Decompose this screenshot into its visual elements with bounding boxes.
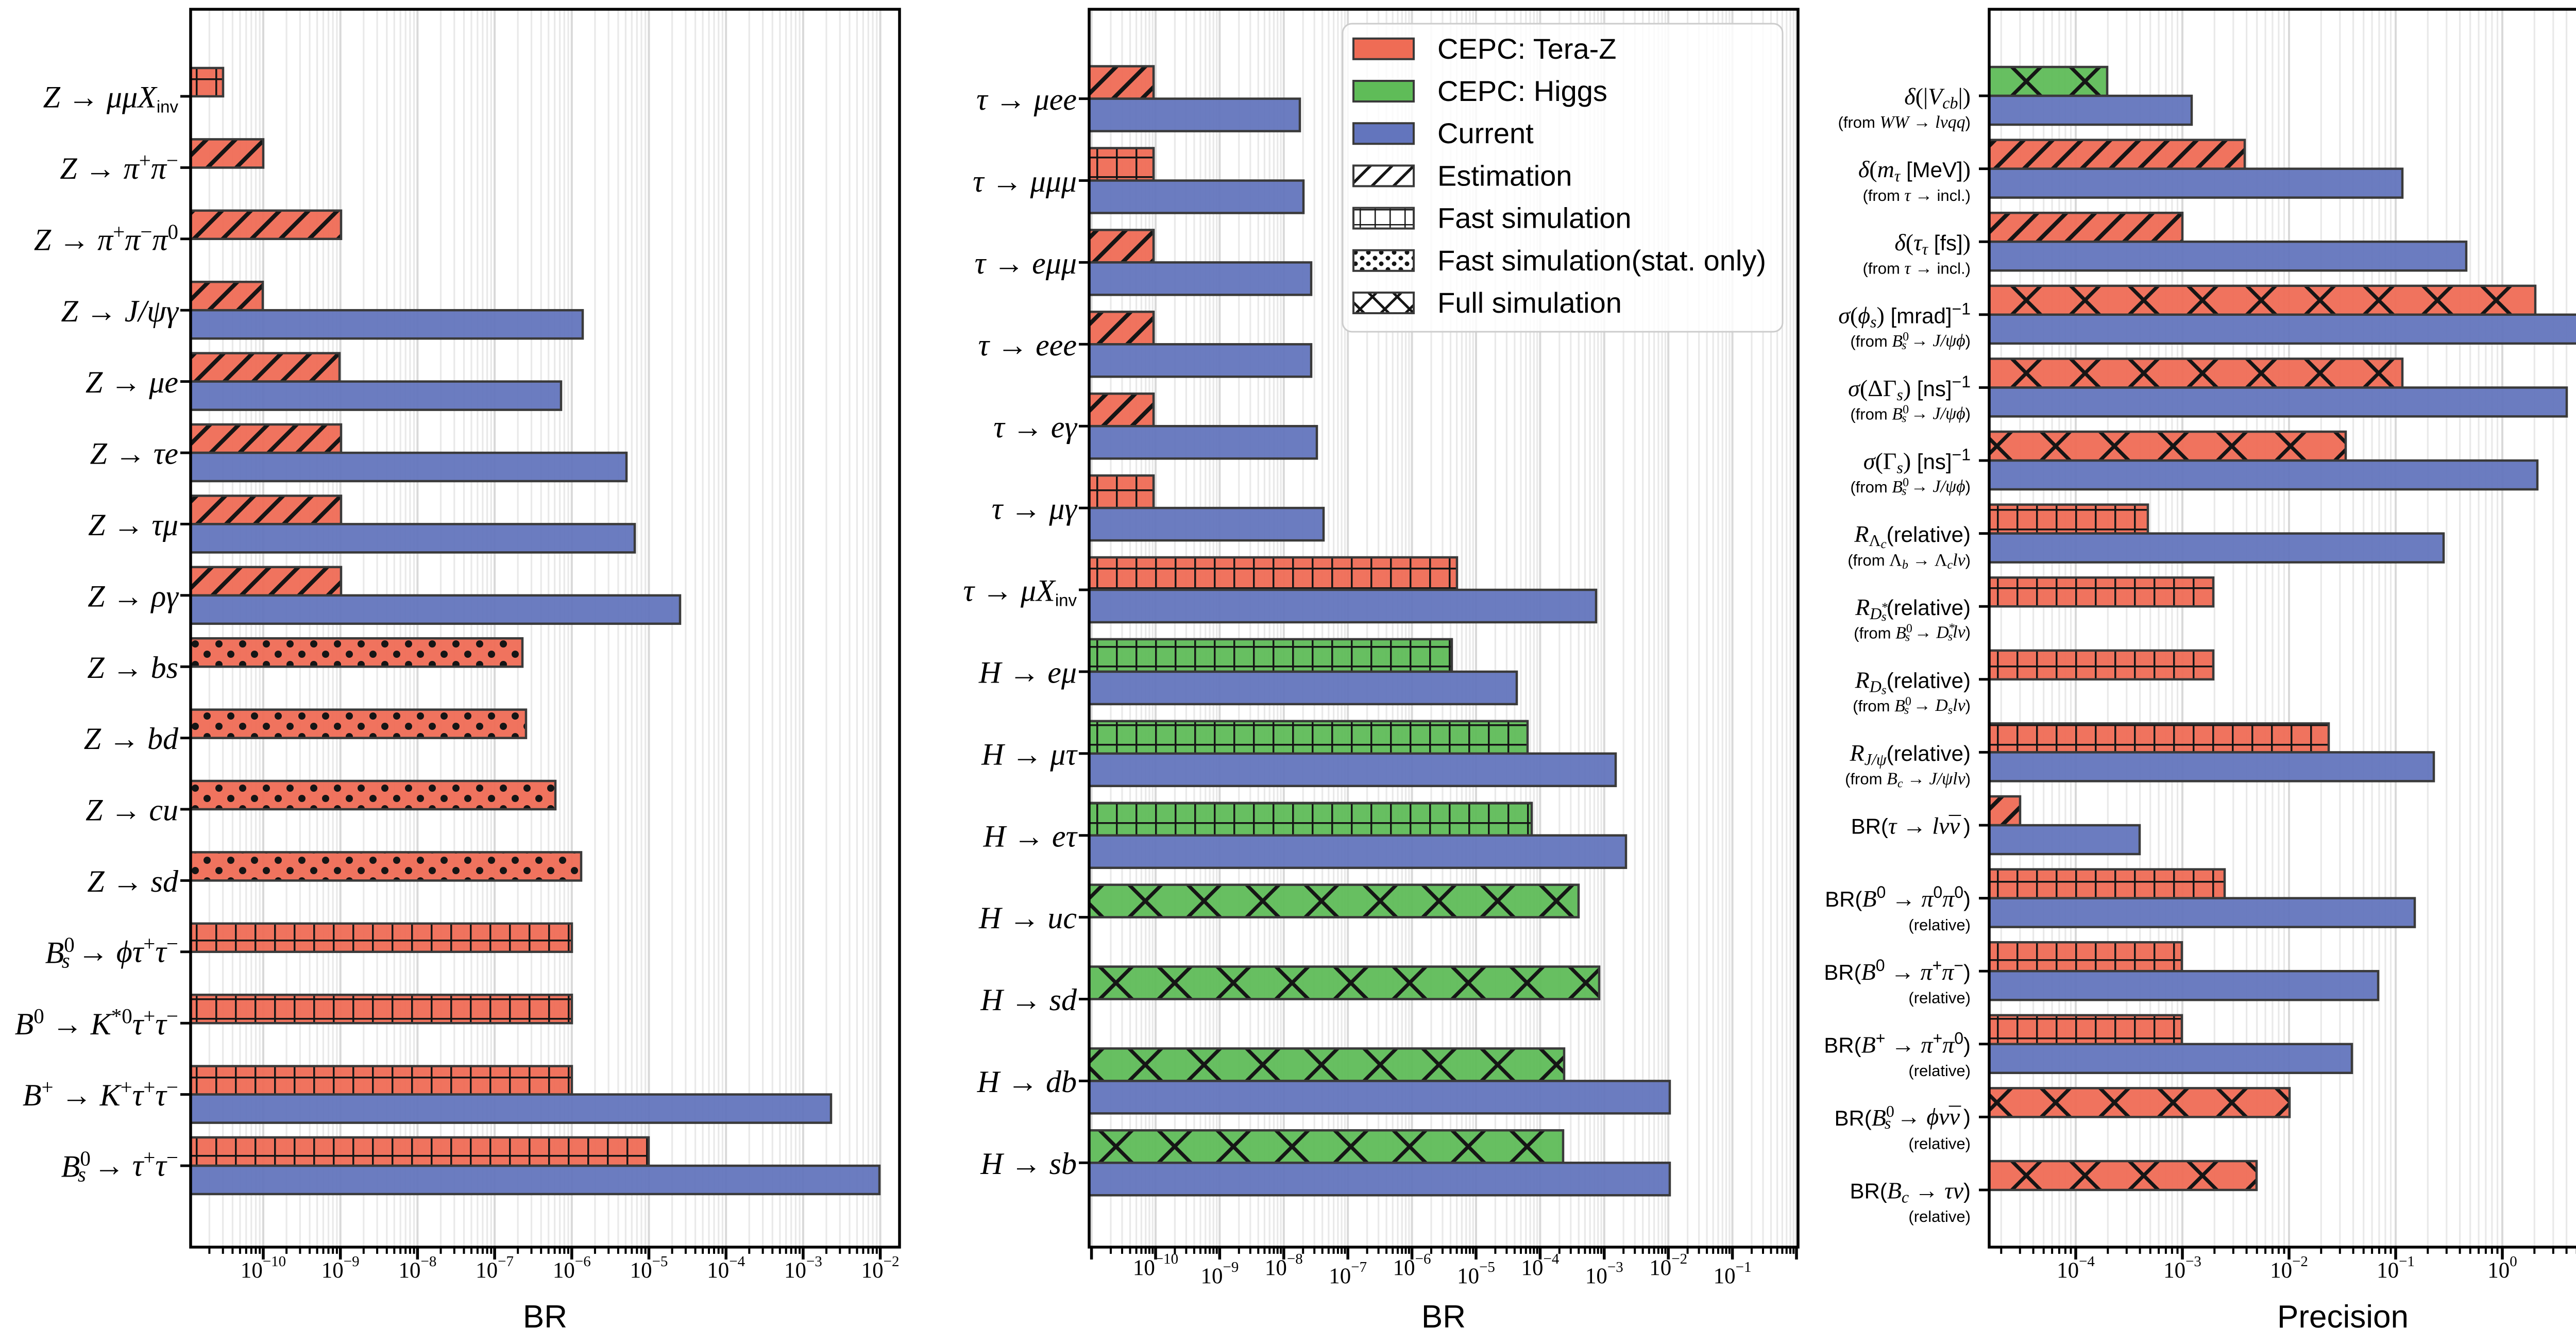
svg-text:Z → π+​π−​: Z → π+​π−​ — [60, 148, 178, 185]
svg-text:Full simulation: Full simulation — [1437, 286, 1622, 319]
svg-text:Z → π+​π−​π0​: Z → π+​π−​π0​ — [34, 219, 178, 257]
svg-text:δ(ττ​ [fs]): δ(ττ​ [fs]) — [1894, 229, 1971, 258]
svg-text:H → sb: H → sb — [980, 1147, 1077, 1181]
svg-text:RD​*s​(relative): RD​*s​(relative) — [1855, 594, 1971, 624]
svg-text:Z → τμ: Z → τμ — [88, 508, 178, 542]
svg-text:(relative): (relative) — [1908, 1135, 1971, 1153]
svg-text:(from Λb​ → Λc​lν): (from Λb​ → Λc​lν) — [1848, 551, 1971, 572]
svg-text:σ(Γs​) [ns]−1​: σ(Γs​) [ns]−1​ — [1863, 446, 1971, 477]
svg-text:H → eτ: H → eτ — [983, 819, 1078, 853]
svg-text:Fast simulation: Fast simulation — [1437, 202, 1632, 234]
svg-text:RΛ​c​(relative): RΛ​c​(relative) — [1854, 521, 1971, 551]
svg-text:CEPC: Tera-Z: CEPC: Tera-Z — [1437, 32, 1616, 65]
svg-text:δ(|Vcb​|): δ(|Vcb​|) — [1904, 83, 1971, 112]
svg-text:H → uc: H → uc — [978, 901, 1077, 935]
svg-text:(from B0s​ → J/ψϕ): (from B0s​ → J/ψϕ) — [1850, 330, 1971, 352]
svg-text:RJ/ψ​(relative): RJ/ψ​(relative) — [1850, 740, 1971, 769]
svg-text:10−6: 10−6 — [1393, 1251, 1431, 1280]
svg-text:Z → sd: Z → sd — [87, 864, 179, 898]
svg-text:Z → μe: Z → μe — [86, 365, 178, 399]
svg-text:10−1: 10−1 — [1714, 1259, 1752, 1288]
svg-text:Precision: Precision — [2277, 1299, 2409, 1328]
svg-text:τ → eγ: τ → eγ — [993, 410, 1077, 444]
svg-text:τ → μXinv​: τ → μXinv​ — [963, 574, 1077, 610]
svg-text:BR(B0​ → π0​π0​): BR(B0​ → π0​π0​) — [1825, 883, 1971, 912]
svg-text:H → db: H → db — [977, 1065, 1077, 1099]
svg-text:Fast simulation(stat. only): Fast simulation(stat. only) — [1437, 244, 1766, 277]
svg-text:CEPC: Higgs: CEPC: Higgs — [1437, 75, 1607, 107]
svg-text:BR(B+​ → π+​π0​): BR(B+​ → π+​π0​) — [1824, 1029, 1971, 1058]
svg-text:B0​ → K*0​τ+​τ−​: B0​ → K*0​τ+​τ−​ — [15, 1004, 178, 1041]
svg-text:Z → bd: Z → bd — [84, 722, 179, 756]
svg-text:(from B0s​ → J/ψϕ): (from B0s​ → J/ψϕ) — [1850, 403, 1971, 425]
svg-text:δ(mτ​ [MeV]): δ(mτ​ [MeV]) — [1858, 156, 1971, 185]
svg-text:(from WW → lνqq): (from WW → lνqq) — [1838, 113, 1971, 132]
svg-text:τ → μμμ: τ → μμμ — [973, 164, 1077, 198]
svg-text:τ → eee: τ → eee — [978, 328, 1077, 362]
svg-text:(relative): (relative) — [1908, 989, 1971, 1007]
svg-text:(relative): (relative) — [1908, 1062, 1971, 1080]
svg-text:τ → eμμ: τ → eμμ — [975, 246, 1077, 280]
svg-text:B+​ → K+​τ+​τ−​: B+​ → K+​τ+​τ−​ — [23, 1075, 178, 1112]
svg-text:BR: BR — [1421, 1299, 1466, 1328]
svg-text:B0s​ → ϕτ+​τ−​: B0s​ → ϕτ+​τ−​ — [45, 931, 178, 972]
svg-text:Z → μμXinv​: Z → μμXinv​ — [43, 80, 179, 116]
svg-text:(from τ → incl.): (from τ → incl.) — [1862, 186, 1971, 205]
svg-text:Z → ργ: Z → ργ — [88, 579, 179, 613]
svg-text:Z → J/ψγ: Z → J/ψγ — [61, 294, 179, 328]
svg-text:H → eμ: H → eμ — [978, 656, 1077, 690]
svg-text:B0s​ → τ+​τ−​: B0s​ → τ+​τ−​ — [61, 1146, 178, 1186]
svg-text:σ(ΔΓs​) [ns]−1​: σ(ΔΓs​) [ns]−1​ — [1848, 372, 1971, 404]
svg-text:BR(Bc​ → τν): BR(Bc​ → τν) — [1850, 1178, 1971, 1206]
svg-text:τ → μγ: τ → μγ — [992, 492, 1078, 526]
svg-text:Estimation: Estimation — [1437, 159, 1572, 192]
svg-text:(from Bc​ → J/ψlν): (from Bc​ → J/ψlν) — [1845, 770, 1971, 791]
svg-text:(from τ → incl.): (from τ → incl.) — [1862, 259, 1971, 278]
svg-text:H → sd: H → sd — [980, 983, 1077, 1017]
svg-text:BR: BR — [523, 1299, 567, 1328]
svg-text:Current: Current — [1437, 117, 1534, 149]
svg-text:BR(τ → lνν¯​): BR(τ → lνν¯​) — [1851, 812, 1971, 839]
svg-text:σ(ϕs​) [mrad]−1​: σ(ϕs​) [mrad]−1​ — [1838, 299, 1971, 331]
svg-text:(relative): (relative) — [1908, 1207, 1971, 1225]
svg-text:H → μτ: H → μτ — [981, 737, 1078, 771]
svg-text:(from B0s​ → J/ψϕ): (from B0s​ → J/ψϕ) — [1850, 476, 1971, 498]
svg-text:Z → bs: Z → bs — [87, 651, 178, 685]
svg-text:BR(B0s​ → ϕνν¯​): BR(B0s​ → ϕνν¯​) — [1834, 1102, 1971, 1132]
svg-text:τ → μee: τ → μee — [976, 82, 1077, 116]
svg-text:BR(B0​ → π+​π−​): BR(B0​ → π+​π−​) — [1824, 956, 1971, 985]
svg-text:(from B0s​ → D*s​lν): (from B0s​ → D*s​lν) — [1854, 621, 1971, 644]
svg-text:(relative): (relative) — [1908, 916, 1971, 934]
svg-text:RD​s​(relative): RD​s​(relative) — [1855, 667, 1971, 697]
svg-text:(from B0s​ → Ds​lν): (from B0s​ → Ds​lν) — [1853, 695, 1971, 717]
svg-text:Z → τe: Z → τe — [90, 437, 178, 471]
svg-text:Z → cu: Z → cu — [86, 793, 178, 827]
